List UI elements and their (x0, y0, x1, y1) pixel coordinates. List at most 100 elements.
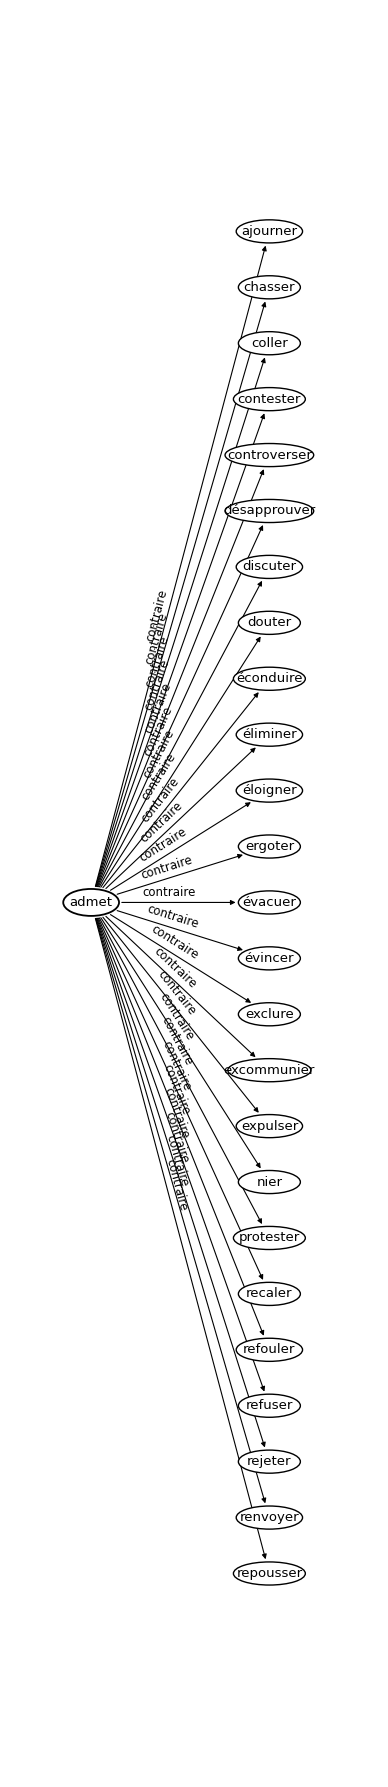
FancyArrowPatch shape (95, 247, 266, 886)
Ellipse shape (234, 1562, 305, 1585)
Text: contraire: contraire (162, 1086, 192, 1140)
Ellipse shape (236, 1115, 303, 1138)
Text: éliminer: éliminer (242, 727, 297, 742)
FancyArrowPatch shape (97, 415, 265, 886)
Text: protester: protester (239, 1231, 300, 1244)
Ellipse shape (63, 888, 119, 917)
Text: contraire: contraire (140, 727, 177, 781)
Text: chasser: chasser (244, 281, 295, 293)
Text: renvoyer: renvoyer (239, 1512, 299, 1524)
FancyArrowPatch shape (96, 919, 266, 1503)
Text: contraire: contraire (137, 826, 190, 865)
Ellipse shape (238, 1449, 300, 1472)
Text: ajourner: ajourner (241, 225, 297, 238)
Text: contraire: contraire (146, 902, 200, 931)
Text: éconduire: éconduire (236, 672, 303, 684)
Text: désapprouver: désapprouver (223, 504, 315, 518)
Text: contraire: contraire (163, 1133, 191, 1188)
FancyArrowPatch shape (97, 919, 264, 1335)
Text: exclure: exclure (245, 1008, 294, 1020)
Text: contraire: contraire (143, 634, 171, 690)
Text: contraire: contraire (142, 658, 172, 711)
Text: contraire: contraire (158, 1015, 195, 1069)
Ellipse shape (238, 1003, 300, 1026)
Ellipse shape (238, 1170, 300, 1194)
Text: contraire: contraire (161, 1061, 193, 1117)
Text: évincer: évincer (244, 952, 294, 965)
FancyArrowPatch shape (101, 638, 260, 886)
Ellipse shape (238, 947, 300, 970)
Text: contraire: contraire (160, 1038, 194, 1092)
Text: refuser: refuser (246, 1399, 293, 1412)
FancyArrowPatch shape (106, 917, 255, 1056)
Ellipse shape (238, 332, 300, 356)
Text: douter: douter (247, 617, 291, 629)
Ellipse shape (225, 499, 314, 522)
FancyArrowPatch shape (111, 915, 250, 1003)
Text: controverser: controverser (227, 449, 312, 461)
Text: excommunier: excommunier (224, 1063, 315, 1078)
FancyArrowPatch shape (103, 693, 258, 888)
Text: repousser: repousser (236, 1567, 302, 1580)
Ellipse shape (236, 724, 303, 747)
FancyArrowPatch shape (103, 917, 258, 1112)
Text: contraire: contraire (139, 854, 194, 883)
Text: contester: contester (238, 393, 301, 406)
FancyArrowPatch shape (96, 359, 265, 886)
FancyArrowPatch shape (106, 749, 255, 888)
FancyArrowPatch shape (111, 802, 250, 890)
Ellipse shape (234, 667, 305, 690)
Ellipse shape (238, 1283, 300, 1306)
Text: admet: admet (69, 895, 113, 910)
Text: contraire: contraire (138, 774, 182, 824)
FancyArrowPatch shape (122, 901, 234, 904)
FancyArrowPatch shape (96, 919, 265, 1446)
Text: contraire: contraire (144, 588, 170, 643)
Text: contraire: contraire (143, 611, 170, 667)
Text: recaler: recaler (246, 1287, 293, 1301)
Text: nier: nier (256, 1176, 282, 1188)
Ellipse shape (238, 892, 300, 913)
Text: rejeter: rejeter (247, 1455, 292, 1469)
Ellipse shape (234, 388, 305, 411)
Text: ergoter: ergoter (245, 840, 294, 852)
FancyArrowPatch shape (117, 854, 242, 894)
Text: évacuer: évacuer (242, 895, 296, 910)
FancyArrowPatch shape (97, 470, 264, 886)
Ellipse shape (228, 1058, 311, 1081)
Text: contraire: contraire (142, 681, 173, 734)
Ellipse shape (236, 779, 303, 802)
FancyArrowPatch shape (98, 919, 263, 1279)
Ellipse shape (236, 1338, 303, 1362)
Ellipse shape (236, 1506, 303, 1530)
Text: refouler: refouler (243, 1344, 296, 1356)
Text: contraire: contraire (157, 992, 196, 1044)
FancyArrowPatch shape (98, 525, 263, 886)
Text: expulser: expulser (241, 1120, 298, 1133)
Ellipse shape (225, 443, 314, 466)
Text: discuter: discuter (242, 561, 296, 574)
Text: contraire: contraire (139, 751, 179, 802)
Ellipse shape (238, 1394, 300, 1417)
FancyArrowPatch shape (99, 583, 262, 886)
Ellipse shape (238, 835, 300, 858)
Text: éloigner: éloigner (242, 784, 297, 797)
Text: contraire: contraire (141, 704, 175, 758)
FancyArrowPatch shape (95, 919, 266, 1558)
Text: coller: coller (251, 336, 288, 350)
FancyArrowPatch shape (97, 919, 265, 1390)
FancyArrowPatch shape (96, 302, 266, 886)
FancyArrowPatch shape (117, 911, 242, 951)
Text: contraire: contraire (149, 922, 201, 963)
FancyArrowPatch shape (101, 919, 260, 1167)
Text: contraire: contraire (142, 886, 196, 899)
Ellipse shape (234, 1226, 305, 1249)
Text: contraire: contraire (152, 945, 199, 990)
FancyArrowPatch shape (99, 919, 262, 1222)
Ellipse shape (238, 611, 300, 634)
Ellipse shape (236, 220, 303, 243)
Ellipse shape (238, 275, 300, 298)
Ellipse shape (236, 556, 303, 579)
Text: contraire: contraire (164, 1158, 190, 1212)
Text: contraire: contraire (138, 799, 185, 845)
